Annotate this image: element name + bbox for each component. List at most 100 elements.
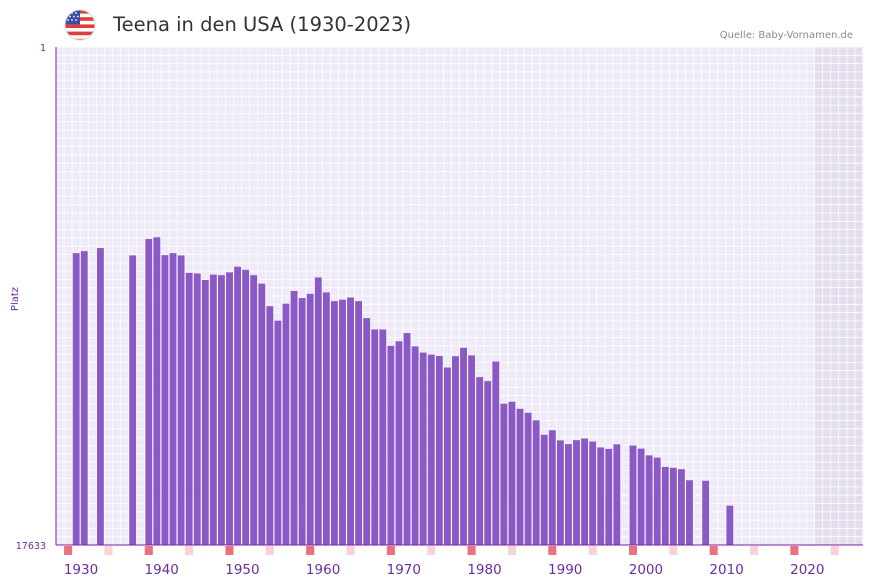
decade-marker-2020: [790, 546, 799, 555]
bar-1981: [476, 377, 484, 545]
bar-1979: [460, 347, 467, 545]
bar-1965: [347, 297, 354, 545]
x-tick-label-1930: 1930: [64, 562, 98, 578]
bar-1944: [177, 255, 185, 546]
half-decade-marker-1935: [104, 546, 113, 555]
half-decade-marker-1995: [588, 546, 597, 555]
x-tick-label-1950: 1950: [225, 562, 259, 578]
bar-2005: [669, 467, 677, 545]
bar-2006: [677, 469, 685, 545]
bar-1983: [492, 361, 500, 545]
bar-1945: [185, 272, 193, 545]
bar-1942: [161, 255, 169, 545]
bar-1943: [169, 253, 177, 546]
bar-1967: [363, 318, 371, 545]
bar-2002: [645, 455, 653, 545]
bar-1959: [298, 298, 306, 545]
bar-1931: [72, 253, 80, 546]
bar-2012: [726, 505, 734, 545]
x-tick-label-2000: 2000: [629, 562, 663, 578]
bar-1955: [266, 306, 274, 545]
bar-1951: [234, 266, 242, 545]
bar-1987: [524, 412, 532, 545]
bar-1973: [411, 346, 419, 545]
bar-1966: [355, 301, 363, 545]
bar-1995: [589, 441, 597, 545]
decade-marker-2000: [628, 546, 638, 555]
half-decade-marker-1985: [507, 546, 516, 555]
bar-1953: [250, 275, 258, 545]
bar-1947: [201, 279, 209, 545]
bar-1986: [516, 408, 524, 545]
decade-marker-1990: [548, 546, 557, 555]
usa-flag-icon: [64, 9, 96, 41]
y-tick-label-bottom: 17633: [16, 541, 46, 552]
half-decade-marker-2005: [669, 546, 678, 555]
bar-1975: [427, 354, 435, 545]
bar-1957: [282, 303, 290, 545]
bar-1996: [597, 447, 605, 545]
bar-2001: [637, 448, 645, 545]
x-tick-label-2020: 2020: [790, 562, 824, 578]
bar-1991: [556, 440, 564, 545]
bar-1961: [314, 277, 322, 545]
bar-1956: [274, 320, 282, 545]
bar-1952: [242, 269, 250, 545]
decade-marker-1980: [467, 546, 476, 555]
bar-1978: [452, 356, 459, 545]
bar-1992: [565, 444, 572, 545]
bar-1950: [226, 272, 233, 545]
bar-1948: [209, 274, 217, 545]
source-link[interactable]: Quelle: Baby-Vornamen.de: [719, 30, 853, 41]
bar-1949: [218, 275, 225, 545]
bar-1998: [613, 444, 621, 545]
y-axis-title: Platz: [10, 287, 21, 311]
bar-1970: [387, 345, 395, 545]
bar-1968: [371, 329, 379, 545]
bar-1985: [508, 401, 516, 545]
chart-title: Teena in den USA (1930-2023): [113, 13, 412, 36]
bar-2004: [661, 466, 669, 545]
bar-1954: [258, 283, 266, 545]
bar-1932: [80, 251, 88, 545]
decade-marker-1940: [144, 546, 153, 555]
decade-marker-1970: [386, 546, 395, 555]
x-tick-label-1980: 1980: [467, 562, 501, 578]
half-decade-marker-2015: [750, 546, 759, 555]
bar-1934: [96, 248, 104, 545]
decade-marker-2010: [709, 546, 718, 555]
bar-1972: [403, 333, 411, 545]
half-decade-marker-1975: [427, 546, 436, 555]
bar-1963: [330, 301, 338, 545]
bar-1989: [540, 434, 548, 545]
bar-2003: [653, 457, 661, 545]
bar-1977: [443, 367, 451, 545]
bar-1997: [605, 448, 613, 545]
half-decade-marker-1965: [346, 546, 355, 555]
bar-1960: [306, 293, 314, 545]
decade-marker-1950: [225, 546, 234, 555]
x-tick-label-2010: 2010: [709, 562, 743, 578]
half-decade-marker-2025: [830, 546, 839, 555]
bar-1958: [290, 291, 298, 545]
x-tick-label-1940: 1940: [145, 562, 179, 578]
bar-1962: [322, 292, 330, 545]
bar-1994: [581, 438, 589, 545]
bar-1982: [484, 381, 492, 545]
bar-1971: [395, 341, 403, 545]
bar-1993: [573, 440, 580, 545]
bar-1988: [532, 420, 540, 545]
bar-1984: [500, 403, 508, 545]
bar-1969: [379, 329, 387, 545]
bar-2009: [702, 480, 710, 545]
half-decade-marker-1955: [265, 546, 274, 555]
decade-marker-1960: [306, 546, 315, 555]
bar-1974: [419, 352, 427, 545]
y-tick-label-top: 1: [40, 43, 46, 54]
bar-1938: [129, 255, 137, 546]
x-tick-label-1990: 1990: [548, 562, 582, 578]
decade-marker-1930: [64, 546, 73, 555]
bar-1940: [145, 239, 153, 545]
bar-2007: [686, 480, 693, 545]
